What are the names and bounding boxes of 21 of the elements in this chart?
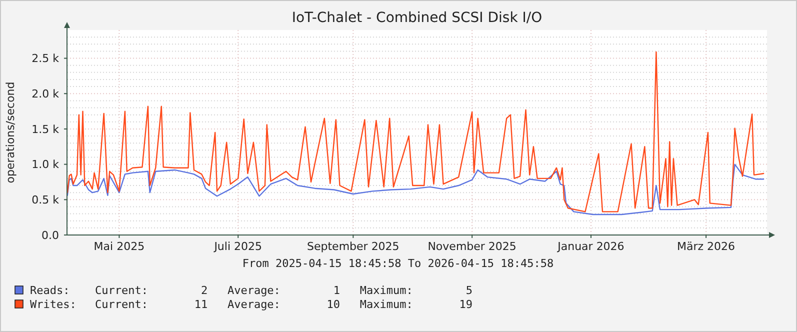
y-axis-title: operations/second — [4, 82, 17, 184]
legend-label: Writes: — [30, 298, 76, 311]
x-tick-label: Januar 2026 — [556, 240, 624, 253]
x-tick-label: Mai 2025 — [94, 240, 145, 253]
text: Current: 2 Average: 1 Maximum: 5 — [95, 284, 472, 297]
x-tick-label: März 2026 — [677, 240, 736, 253]
y-tick-label: 2.0 k — [32, 87, 60, 100]
chart-title: IoT-Chalet - Combined SCSI Disk I/O — [292, 10, 542, 26]
text: Current: 11 Average: 10 Maximum: 19 — [95, 298, 472, 311]
legend-label: Reads: — [30, 284, 70, 297]
x-tick-label: Juli 2025 — [213, 240, 262, 253]
y-tick-label: 0.0 — [42, 228, 59, 242]
y-tick-label: 1.0 k — [32, 158, 60, 172]
y-tick-label: 2.5 k — [32, 52, 60, 66]
text: From 2025-04-15 18:45:58 To 2026-04-15 18:45:58 — [242, 257, 554, 270]
line-series — [66, 164, 764, 216]
y-tick-label: 0.5 k — [32, 194, 60, 207]
y-tick-label: 1.5 k — [32, 122, 60, 136]
x-tick-label: November 2025 — [428, 240, 516, 253]
x-tick-label: September 2025 — [307, 240, 400, 253]
line-series — [66, 51, 764, 212]
